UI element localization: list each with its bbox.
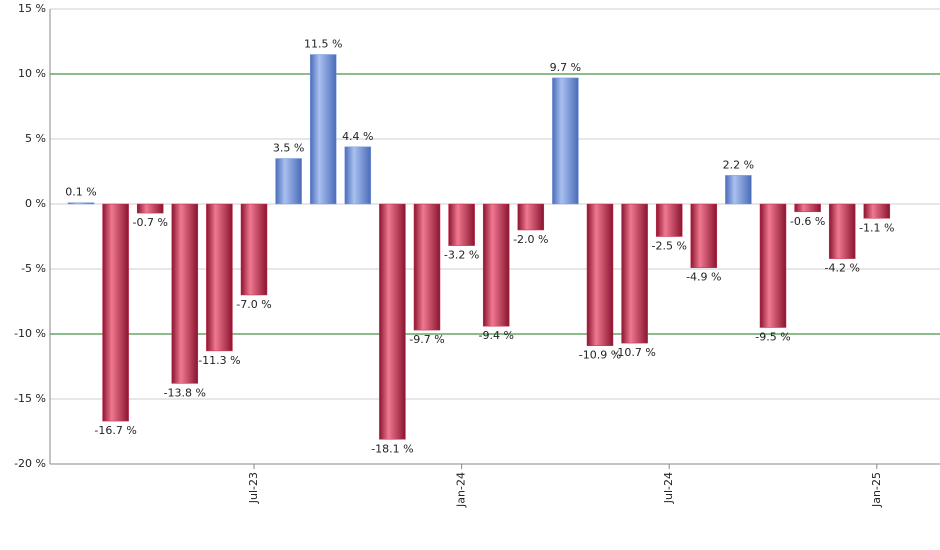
bar (67, 202, 95, 205)
bar (309, 54, 337, 205)
bar (794, 203, 821, 213)
value-label: -16.7 % (94, 424, 136, 437)
y-tick-label: 10 % (18, 67, 46, 80)
value-label: -18.1 % (371, 442, 413, 455)
bar (275, 158, 302, 205)
bar (344, 146, 372, 205)
y-tick-label: 0 % (25, 197, 46, 210)
bar (517, 203, 545, 231)
x-tick-label: Jan-25 (870, 472, 883, 508)
bar (448, 203, 475, 246)
value-label: -13.8 % (164, 386, 206, 399)
value-label: -0.7 % (132, 216, 167, 229)
x-tick-label: Jul-24 (662, 472, 675, 504)
bar (655, 203, 683, 237)
value-label: 0.1 % (65, 186, 96, 199)
y-tick-label: -5 % (21, 262, 46, 275)
value-label: -4.2 % (824, 262, 859, 275)
value-label: -4.9 % (686, 271, 721, 284)
value-label: 4.4 % (342, 130, 373, 143)
value-label: 3.5 % (273, 142, 304, 155)
y-tick-label: -10 % (14, 327, 46, 340)
value-label: -3.2 % (444, 249, 479, 262)
value-label: -2.5 % (651, 240, 686, 253)
bar (413, 203, 441, 331)
value-label: -10.9 % (579, 349, 621, 362)
value-label: -9.7 % (409, 333, 444, 346)
value-label: -2.0 % (513, 233, 548, 246)
y-tick-label: 15 % (18, 2, 46, 15)
value-label: -9.5 % (755, 331, 790, 344)
bar (240, 203, 268, 296)
y-tick-label: 5 % (25, 132, 46, 145)
bar (482, 203, 510, 327)
value-label: -0.6 % (790, 215, 825, 228)
x-tick-label: Jul-23 (247, 472, 260, 504)
bar (621, 203, 648, 344)
value-label: 2.2 % (723, 158, 754, 171)
bar (828, 203, 856, 259)
bar (206, 203, 233, 352)
bar (102, 203, 129, 422)
bar (136, 203, 164, 214)
x-tick-label: Jan-24 (455, 472, 468, 508)
value-label: -1.1 % (859, 221, 894, 234)
value-label: -7.0 % (236, 298, 271, 311)
y-tick-label: -20 % (14, 457, 46, 470)
value-label: 11.5 % (304, 38, 342, 51)
bar (171, 203, 199, 384)
value-label: 9.7 % (550, 61, 581, 74)
bar (725, 175, 752, 205)
bar (379, 203, 406, 440)
value-label: -11.3 % (198, 354, 240, 367)
bar (863, 203, 891, 219)
bar (759, 203, 787, 328)
bar (690, 203, 718, 268)
bar (552, 77, 579, 205)
value-label: -9.4 % (478, 329, 513, 342)
value-label: -10.7 % (613, 346, 655, 359)
bar (586, 203, 614, 346)
y-tick-label: -15 % (14, 392, 46, 405)
